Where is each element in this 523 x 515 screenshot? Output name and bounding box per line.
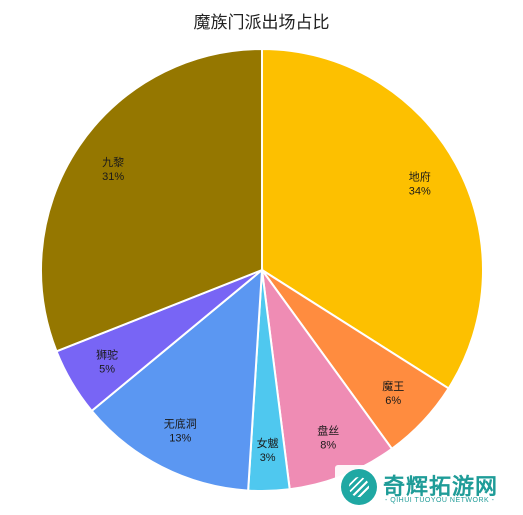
slice-label-0: 地府 (409, 169, 431, 183)
pie-slice-6[interactable] (40, 47, 263, 353)
slice-value-label-6: 31% (102, 171, 124, 183)
slice-label-3: 女魃 (257, 436, 279, 450)
slice-label-4: 无底洞 (164, 416, 197, 430)
watermark-logo-icon (341, 469, 377, 505)
slice-value-label-5: 5% (99, 364, 115, 376)
slice-label-1: 魔王 (382, 379, 404, 393)
watermark-subtitle: - QIHUI TUOYOU NETWORK - (385, 497, 495, 504)
site-watermark: 奇辉拓游网 - QIHUI TUOYOU NETWORK - (335, 465, 515, 511)
slice-value-label-2: 8% (320, 439, 336, 451)
slice-value-label-3: 3% (260, 452, 276, 464)
slice-value-label-4: 13% (169, 432, 191, 444)
slice-label-6: 九黎 (102, 155, 124, 169)
slice-value-label-1: 6% (385, 395, 401, 407)
chart-title: 魔族门派出场占比 (193, 13, 330, 32)
watermark-name: 奇辉拓游网 (383, 474, 499, 499)
slice-label-5: 狮驼 (96, 348, 118, 362)
slice-value-label-0: 34% (409, 185, 431, 197)
slice-label-2: 盘丝 (317, 423, 339, 437)
pie-slice-0[interactable] (261, 47, 484, 390)
pie-slice-4[interactable] (90, 267, 264, 492)
